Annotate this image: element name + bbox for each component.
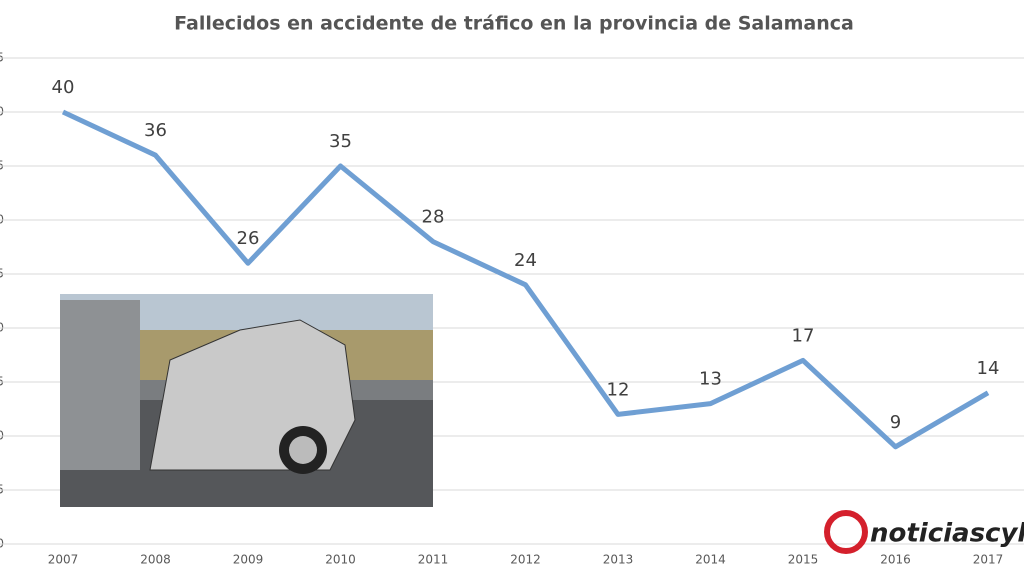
data-label: 14 [977,358,1000,379]
logo-text: noticiascyl [870,519,1024,549]
logo: noticiascyl [824,510,1024,554]
data-label: 40 [52,77,75,98]
x-tick-label: 2009 [233,553,264,567]
accident-photo [60,294,433,507]
data-label: 9 [890,412,901,433]
x-tick-label: 2015 [788,553,819,567]
data-label: 28 [422,207,445,228]
photo-wheel-rim [289,436,317,464]
x-tick-label: 2017 [973,553,1004,567]
data-label: 35 [329,131,352,152]
data-line [61,109,990,450]
chart-title: Fallecidos en accidente de tráfico en la… [174,13,854,35]
x-tick-label: 2014 [695,553,726,567]
x-tick-label: 2013 [603,553,634,567]
data-label: 36 [144,120,167,141]
data-label: 24 [514,250,537,271]
data-label: 13 [699,369,722,390]
data-label: 26 [237,228,260,249]
data-label: 12 [607,379,630,400]
x-tick-label: 2011 [418,553,449,567]
data-label: 17 [792,325,815,346]
x-tick-label: 2012 [510,553,541,567]
logo-ring [824,510,868,554]
x-tick-label: 2008 [140,553,171,567]
photo-truck [60,300,140,470]
x-tick-label: 2010 [325,553,356,567]
x-tick-label: 2007 [48,553,79,567]
x-tick-label: 2016 [880,553,911,567]
